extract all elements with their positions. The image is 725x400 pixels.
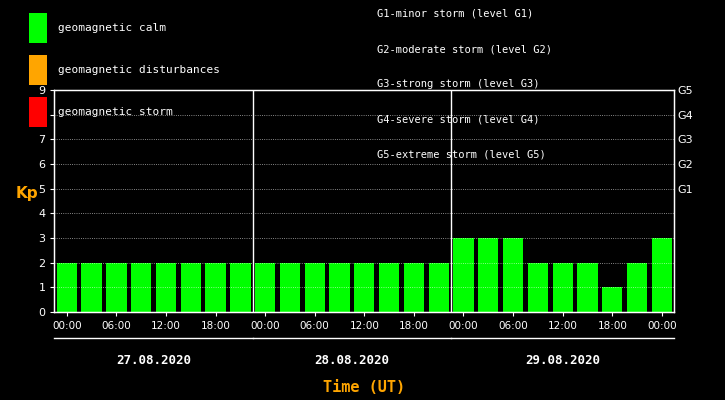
Text: G3-strong storm (level G3): G3-strong storm (level G3)	[377, 80, 539, 90]
Bar	[577, 263, 597, 312]
Bar	[478, 238, 499, 312]
Bar	[205, 263, 225, 312]
Bar	[602, 287, 623, 312]
Bar	[627, 263, 647, 312]
Bar	[181, 263, 201, 312]
Y-axis label: Kp: Kp	[16, 186, 38, 201]
Bar	[404, 263, 424, 312]
Bar	[652, 238, 672, 312]
Bar	[552, 263, 573, 312]
Bar	[81, 263, 102, 312]
Bar	[503, 238, 523, 312]
Text: geomagnetic calm: geomagnetic calm	[58, 23, 166, 33]
Bar	[453, 238, 473, 312]
Bar	[528, 263, 548, 312]
Bar	[106, 263, 127, 312]
Text: G1-minor storm (level G1): G1-minor storm (level G1)	[377, 9, 534, 19]
Bar	[428, 263, 449, 312]
Text: geomagnetic disturbances: geomagnetic disturbances	[58, 65, 220, 75]
Text: 28.08.2020: 28.08.2020	[315, 354, 389, 366]
Bar	[354, 263, 375, 312]
Text: G4-severe storm (level G4): G4-severe storm (level G4)	[377, 115, 539, 125]
Bar	[304, 263, 325, 312]
Bar	[131, 263, 152, 312]
Text: Time (UT): Time (UT)	[323, 380, 405, 396]
Bar	[230, 263, 251, 312]
Bar	[156, 263, 176, 312]
Bar	[57, 263, 77, 312]
Bar	[280, 263, 300, 312]
Text: 29.08.2020: 29.08.2020	[525, 354, 600, 366]
Text: 27.08.2020: 27.08.2020	[116, 354, 191, 366]
Bar	[329, 263, 349, 312]
Bar	[255, 263, 276, 312]
Text: G2-moderate storm (level G2): G2-moderate storm (level G2)	[377, 44, 552, 54]
Bar	[379, 263, 399, 312]
Text: G5-extreme storm (level G5): G5-extreme storm (level G5)	[377, 150, 546, 160]
Text: geomagnetic storm: geomagnetic storm	[58, 107, 173, 117]
